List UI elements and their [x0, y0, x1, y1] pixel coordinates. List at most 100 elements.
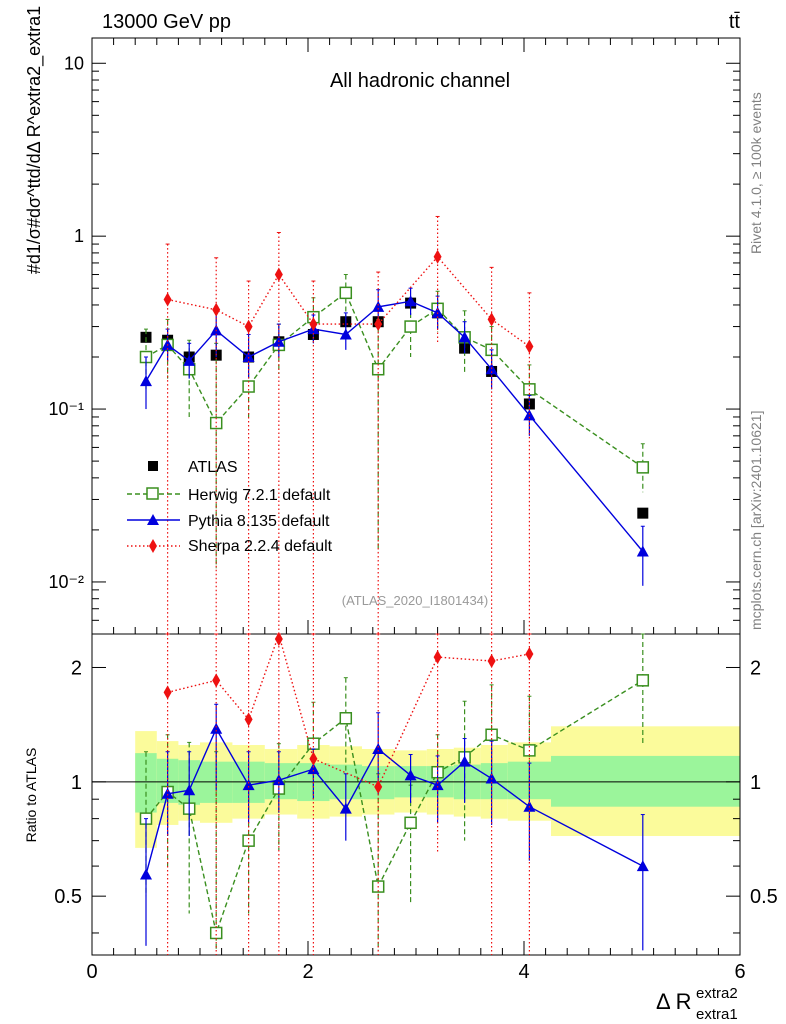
ratio-herwig-point [404, 816, 417, 830]
legend-pythia-marker [147, 514, 159, 525]
ratio-y-tick-label-right: 1 [750, 772, 761, 794]
legend-pythia-label: Pythia 8.135 default [188, 513, 330, 530]
legend-item-herwig: Herwig 7.2.1 default [127, 487, 331, 504]
ratio-pythia-point [307, 763, 320, 775]
ratio-herwig-point [636, 674, 650, 687]
x-axis-label-main: Δ R [656, 989, 691, 1014]
main-herwig-point [636, 461, 650, 474]
x-axis-label: Δ R extra2 extra1 [656, 985, 738, 1023]
ratio-herwig-point [209, 926, 223, 940]
legend: ATLAS Herwig 7.2.1 default Pythia 8.135 … [127, 459, 333, 555]
legend-atlas-marker [148, 461, 158, 471]
main-ylabel-text: #d1/σ#dσ^ttd/dΔ R^extra2_extra1 [24, 6, 45, 274]
main-y-tick-label: 10⁻² [48, 572, 84, 592]
x-tick-label: 2 [302, 961, 313, 983]
ratio-pythia-point [636, 860, 649, 872]
main-axes: 10⁻² 10⁻¹ 1 10 [48, 38, 741, 635]
main-herwig-line [145, 291, 644, 468]
ratio-y-tick-label: 1 [71, 772, 82, 794]
ratio-ylabel: Ratio to ATLAS [23, 748, 39, 843]
process-label: tt̄ [729, 11, 741, 33]
legend-herwig-label: Herwig 7.2.1 default [188, 487, 331, 504]
ratio-pythia-point [272, 774, 285, 786]
ratio-pythia-point [431, 779, 444, 791]
main-sherpa-point [274, 267, 283, 282]
ratio-pythia-point [404, 769, 417, 781]
main-pythia-point [183, 354, 196, 366]
ratio-pythia-point [183, 784, 196, 796]
ratio-sherpa-line [167, 632, 530, 788]
main-pythia-point [140, 375, 152, 387]
ratio-sherpa-point [487, 654, 496, 669]
rivet-label-text: Rivet 4.1.0, ≥ 100k events [748, 92, 764, 254]
main-sherpa-point [163, 292, 172, 307]
energy-label: 13000 GeV pp [102, 11, 231, 33]
ratio-pythia-point [372, 743, 385, 755]
ratio-sherpa-point [244, 712, 253, 727]
ratio-sherpa-point [274, 632, 283, 646]
ratio-ylabel-text: Ratio to ATLAS [23, 748, 39, 843]
main-pythia-point [431, 306, 444, 318]
ratio-sherpa-point [525, 647, 534, 662]
ratio-y-tick-label-right: 0.5 [750, 886, 778, 908]
legend-item-sherpa: Sherpa 2.2.4 default [127, 538, 333, 555]
x-axis-label-sup: extra2 [696, 985, 738, 1002]
main-pythia-point [404, 295, 417, 307]
main-pythia-point [339, 328, 352, 340]
channel-label: All hadronic channel [330, 70, 510, 92]
main-atlas-point [637, 507, 649, 519]
ratio-sherpa-point [212, 673, 221, 688]
main-pythia-point [458, 331, 471, 343]
ratio-herwig-point [339, 712, 353, 725]
ratio-pythia-point [458, 755, 471, 767]
main-pythia-point [242, 351, 255, 363]
ratio-pythia-point [210, 722, 223, 734]
x-tick-label: 6 [734, 961, 745, 983]
ratio-band-inner [551, 755, 740, 807]
main-panel: All hadronic channel (ATLAS_2020_I180143… [24, 6, 741, 635]
legend-item-pythia: Pythia 8.135 default [127, 513, 330, 530]
ratio-sherpa-point [309, 751, 318, 766]
legend-sherpa-label: Sherpa 2.2.4 default [188, 538, 333, 555]
main-sherpa-point [487, 312, 496, 327]
legend-atlas-label: ATLAS [188, 459, 238, 476]
main-pythia-point [372, 300, 385, 312]
main-series [139, 215, 650, 634]
main-herwig-point [339, 286, 353, 300]
ratio-herwig-point [242, 834, 255, 847]
ratio-panel: 0 2 4 6 0.5 0.5 1 1 2 2 Ratio to ATLAS [23, 632, 778, 983]
ratio-band-inner [135, 753, 157, 813]
main-y-tick-label: 10⁻¹ [48, 399, 84, 419]
legend-sherpa-marker [149, 539, 157, 553]
main-sherpa-point [212, 302, 221, 317]
ratio-series [139, 632, 650, 955]
main-pythia-point [523, 409, 536, 421]
legend-item-atlas: ATLAS [148, 459, 238, 476]
main-herwig-point [404, 320, 417, 333]
main-y-tick-label: 10 [64, 53, 84, 73]
ratio-sherpa-point [374, 779, 383, 794]
main-ylabel: #d1/σ#dσ^ttd/dΔ R^extra2_extra1 [24, 6, 45, 274]
ratio-axes: 0 2 4 6 0.5 0.5 1 1 2 2 [54, 657, 778, 983]
main-y-tick-label: 1 [74, 226, 84, 246]
main-sherpa-point [309, 317, 318, 332]
source-label: mcplots.cern.ch [arXiv:2401.10621] [748, 411, 764, 630]
main-sherpa-point [244, 319, 253, 334]
ratio-y-tick-label: 0.5 [54, 886, 82, 908]
analysis-id: (ATLAS_2020_I1801434) [342, 593, 488, 608]
main-pythia-point [636, 545, 649, 557]
x-axis-label-sub: extra1 [696, 1006, 738, 1023]
ratio-sherpa-point [433, 650, 442, 665]
ratio-sherpa-point [163, 685, 172, 700]
ratio-pythia-point [339, 802, 352, 814]
rivet-label: Rivet 4.1.0, ≥ 100k events [748, 92, 764, 254]
main-sherpa-point [433, 249, 442, 264]
ratio-pythia-point [140, 868, 152, 880]
x-tick-label: 0 [86, 961, 97, 983]
ratio-y-tick-label: 2 [71, 657, 82, 679]
main-sherpa-point [525, 339, 534, 354]
main-sherpa-point [374, 317, 383, 332]
ratio-pythia-point [161, 787, 174, 799]
main-sherpa-line [167, 255, 530, 348]
